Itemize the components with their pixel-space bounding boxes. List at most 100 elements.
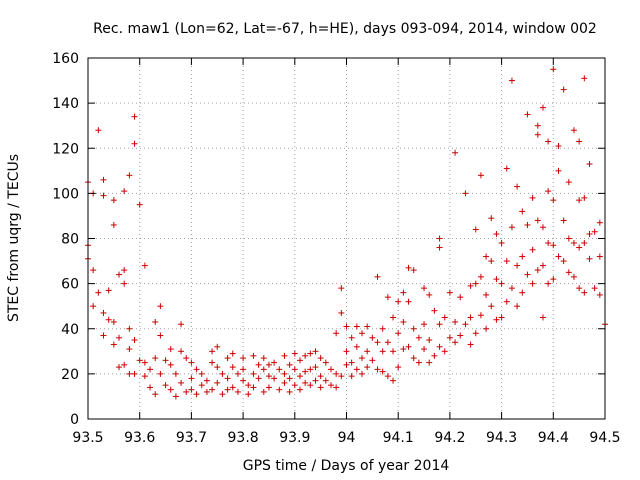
data-point-marker (121, 267, 128, 274)
data-point-marker (565, 269, 572, 276)
data-point-marker (591, 285, 598, 292)
data-point-marker (493, 316, 500, 323)
data-point-marker (462, 190, 469, 197)
data-point-marker (172, 370, 179, 377)
data-point-marker (327, 382, 334, 389)
data-point-marker (581, 289, 588, 296)
data-point-marker (250, 352, 257, 359)
y-tick-label: 20 (61, 367, 79, 383)
data-point-marker (100, 309, 107, 316)
data-point-marker (374, 273, 381, 280)
data-point-marker (472, 330, 479, 337)
data-point-marker (131, 370, 138, 377)
data-point-marker (390, 314, 397, 321)
data-point-marker (483, 291, 490, 298)
data-point-marker (214, 379, 221, 386)
data-point-marker (260, 355, 267, 362)
data-point-marker (514, 183, 521, 190)
data-point-marker (312, 364, 319, 371)
data-point-marker (581, 240, 588, 247)
data-point-marker (245, 382, 252, 389)
data-point-marker (472, 280, 479, 287)
data-point-marker (586, 230, 593, 237)
data-point-marker (519, 208, 526, 215)
data-point-marker (141, 373, 148, 380)
data-point-marker (255, 361, 262, 368)
data-point-marker (281, 352, 288, 359)
data-point-marker (234, 388, 241, 395)
data-point-marker (172, 393, 179, 400)
data-point-marker (188, 386, 195, 393)
data-point-marker (126, 346, 133, 353)
data-point-marker (203, 377, 210, 384)
data-point-marker (514, 262, 521, 269)
data-point-marker (462, 321, 469, 328)
data-point-marker (291, 382, 298, 389)
data-point-marker (209, 386, 216, 393)
data-point-marker (359, 370, 366, 377)
data-point-marker (348, 334, 355, 341)
data-point-marker (271, 375, 278, 382)
data-point-marker (234, 370, 241, 377)
data-point-marker (452, 339, 459, 346)
x-tick-label: 94.4 (538, 430, 569, 446)
data-point-marker (152, 318, 159, 325)
data-point-marker (529, 280, 536, 287)
data-point-marker (400, 346, 407, 353)
data-point-marker (245, 391, 252, 398)
data-point-marker (178, 321, 185, 328)
data-point-marker (100, 192, 107, 199)
data-point-marker (229, 384, 236, 391)
data-point-marker (152, 391, 159, 398)
data-point-marker (586, 255, 593, 262)
data-point-marker (126, 172, 133, 179)
data-point-marker (570, 240, 577, 247)
data-point-marker (550, 66, 557, 73)
data-point-marker (503, 258, 510, 265)
x-tick-label: 93.7 (176, 430, 207, 446)
data-point-marker (105, 316, 112, 323)
data-point-marker (359, 355, 366, 362)
data-point-marker (214, 364, 221, 371)
data-point-marker (333, 370, 340, 377)
data-point-marker (555, 167, 562, 174)
data-point-marker (576, 244, 583, 251)
data-point-marker (110, 221, 117, 228)
data-point-marker (203, 388, 210, 395)
data-point-marker (410, 267, 417, 274)
data-point-marker (333, 384, 340, 391)
data-point-marker (167, 361, 174, 368)
data-point-marker (550, 197, 557, 204)
data-point-marker (498, 240, 505, 247)
data-point-marker (116, 334, 123, 341)
data-point-marker (436, 244, 443, 251)
data-point-marker (126, 370, 133, 377)
data-point-marker (291, 366, 298, 373)
data-point-marker (348, 359, 355, 366)
data-point-marker (539, 224, 546, 231)
y-tick-label: 40 (61, 322, 79, 338)
data-point-marker (514, 303, 521, 310)
y-axis-label: STEC from uqrg / TECUs (6, 154, 22, 322)
x-tick-label: 94.3 (486, 430, 517, 446)
data-point-marker (312, 348, 319, 355)
x-tick-label: 94.2 (434, 430, 465, 446)
data-point-marker (374, 366, 381, 373)
data-point-marker (260, 366, 267, 373)
data-point-marker (224, 355, 231, 362)
data-point-marker (565, 235, 572, 242)
data-point-marker (116, 271, 123, 278)
data-point-marker (178, 348, 185, 355)
data-point-marker (560, 217, 567, 224)
data-point-marker (395, 364, 402, 371)
data-point-marker (545, 280, 552, 287)
data-point-marker (240, 355, 247, 362)
data-point-marker (307, 366, 314, 373)
data-point-marker (209, 348, 216, 355)
data-point-marker (576, 285, 583, 292)
data-point-marker (131, 337, 138, 344)
data-point-marker (446, 289, 453, 296)
data-point-marker (384, 373, 391, 380)
data-point-marker (519, 289, 526, 296)
data-point-marker (116, 364, 123, 371)
